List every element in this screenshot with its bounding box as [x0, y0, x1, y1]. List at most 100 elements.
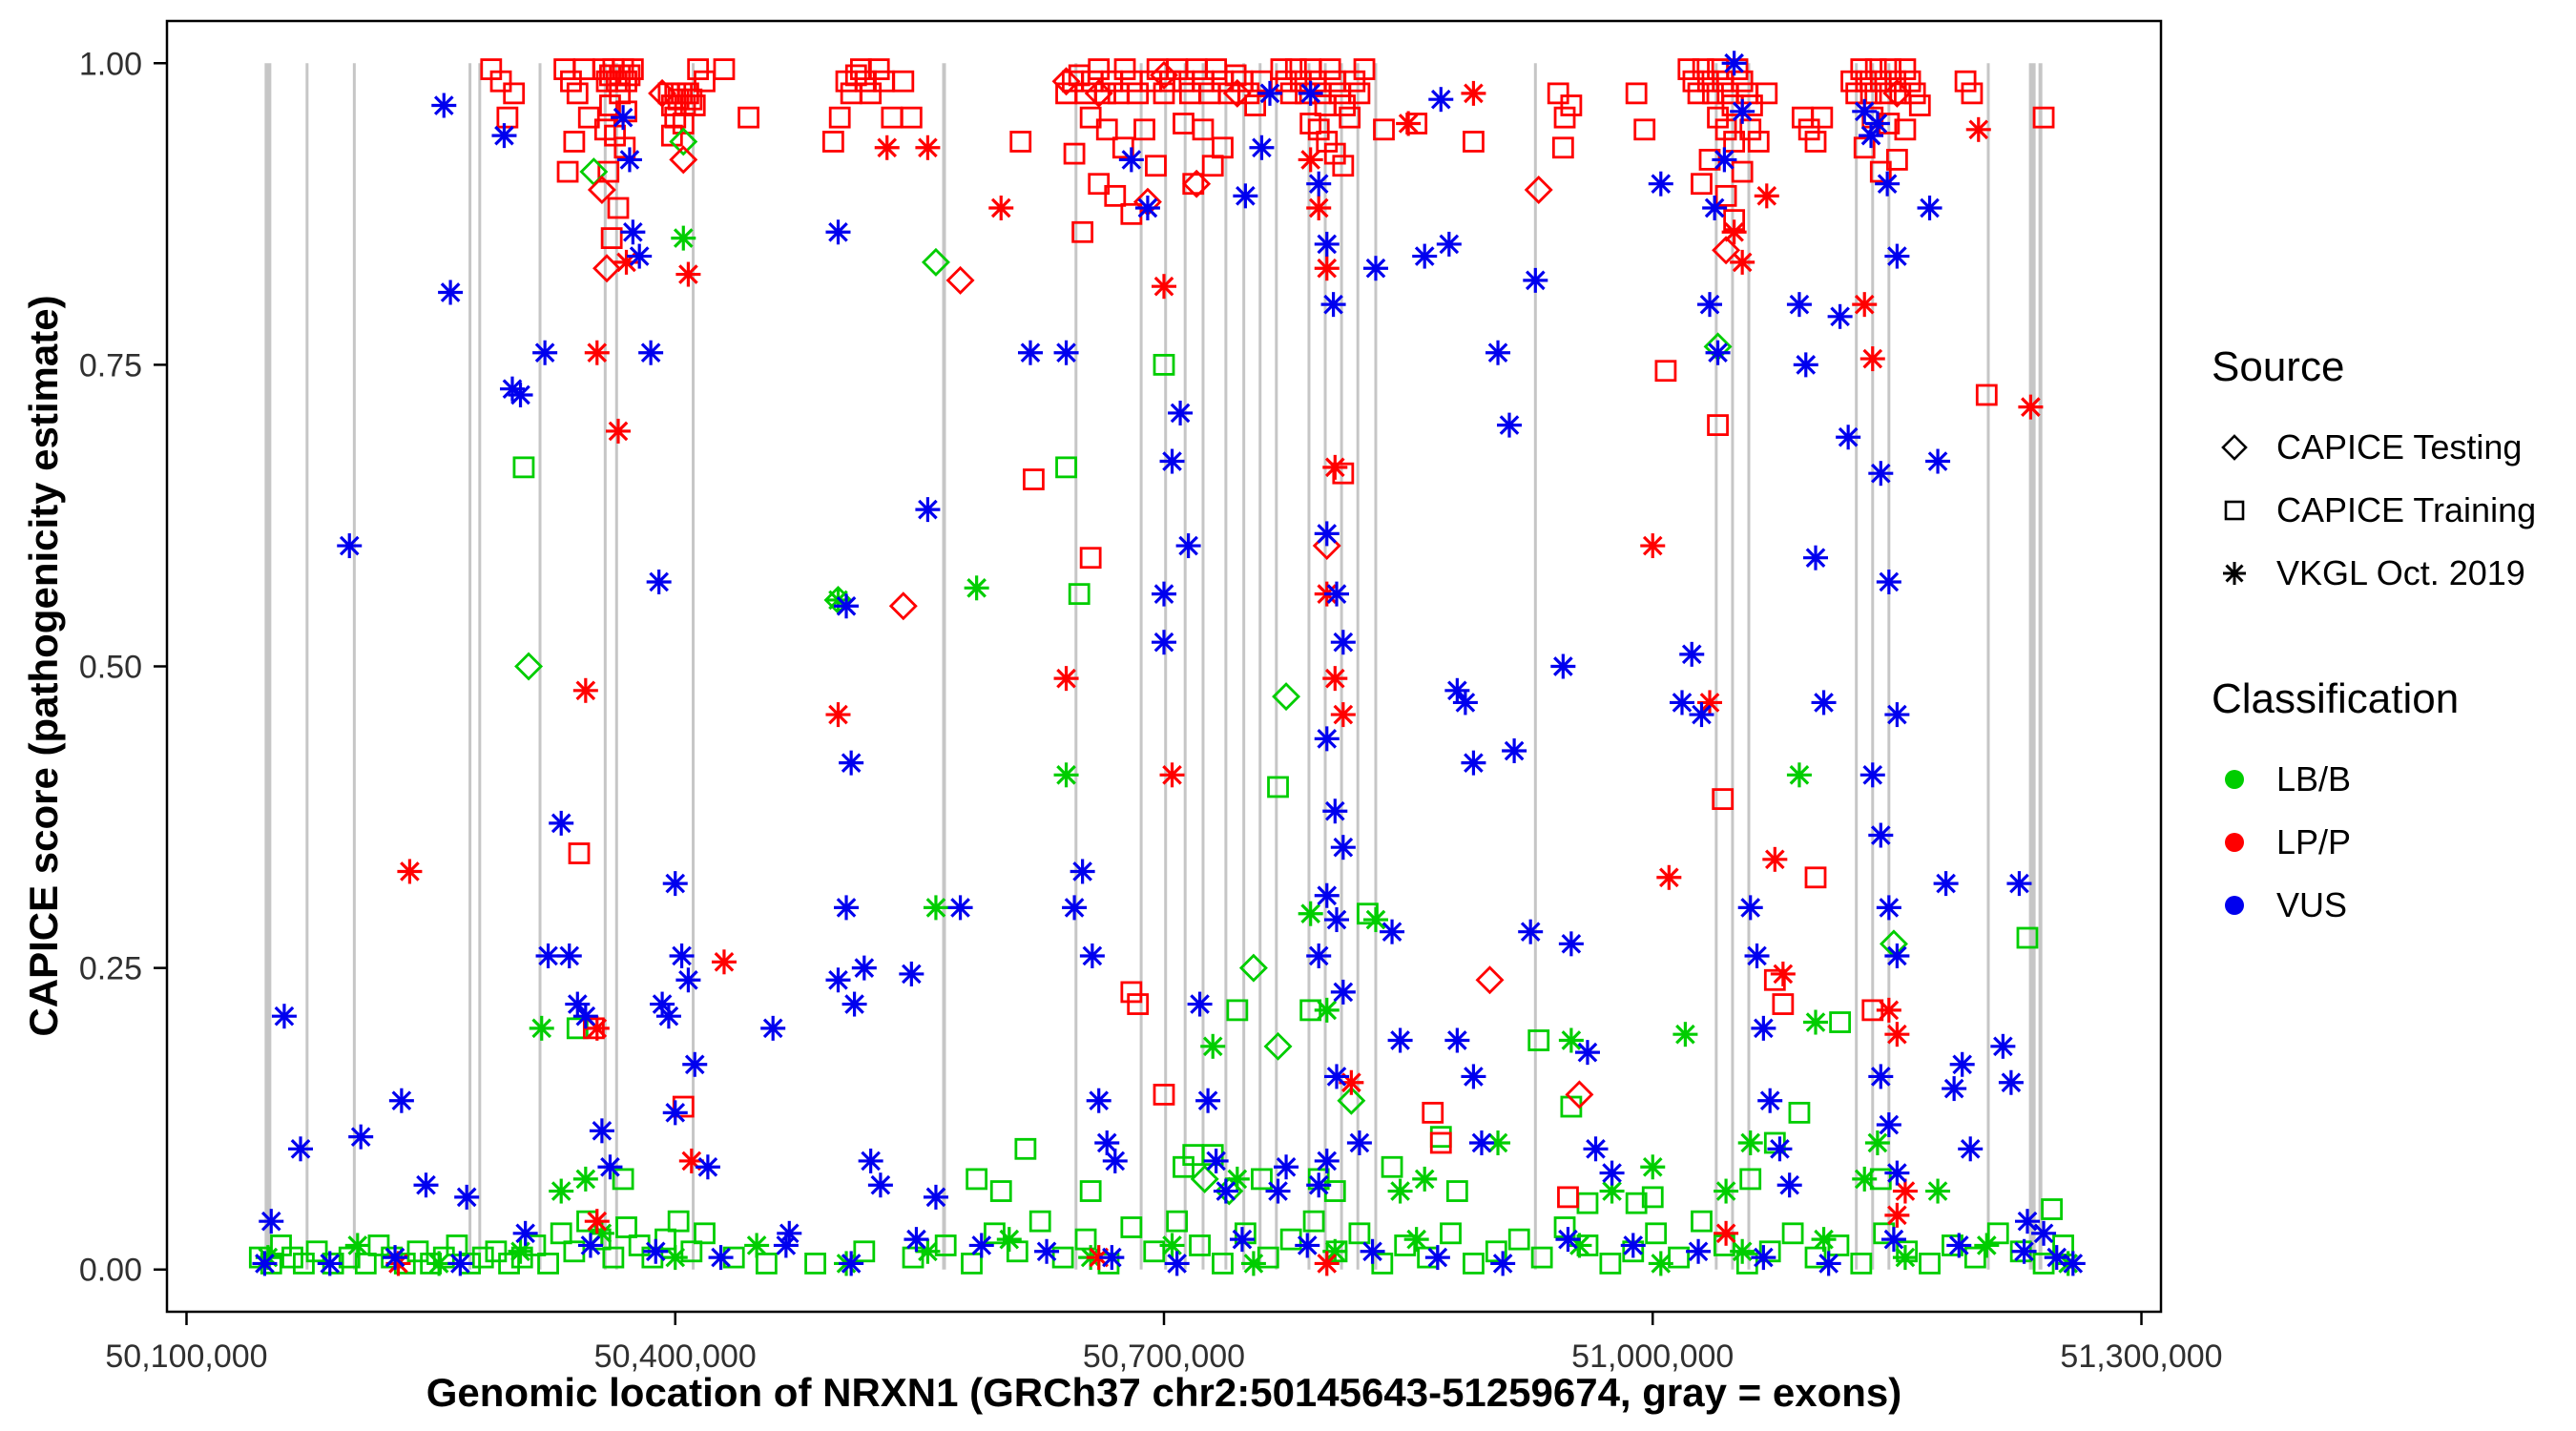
- marker-square: [1986, 1222, 2009, 1245]
- marker-asterisk: [1854, 1169, 1875, 1190]
- y-axis-title: CAPICE score (pathogenicity estimate): [21, 295, 66, 1037]
- marker-asterisk: [1365, 258, 1386, 279]
- marker-square: [1677, 58, 1700, 80]
- marker-asterisk: [587, 1018, 608, 1039]
- marker-asterisk: [2009, 873, 2029, 894]
- marker-square: [1599, 1253, 1622, 1275]
- marker-square: [1104, 184, 1127, 207]
- marker-square: [597, 160, 620, 183]
- marker-diamond: [1084, 78, 1113, 108]
- legend-item-vus: VUS: [2212, 874, 2574, 937]
- marker-square: [1954, 70, 1977, 93]
- marker-square: [446, 1234, 468, 1256]
- marker-asterisk: [1870, 1067, 1891, 1087]
- marker-asterisk: [1724, 52, 1744, 73]
- marker-square: [1692, 58, 1714, 80]
- marker-diamond: [1263, 1031, 1293, 1061]
- marker-square: [1299, 113, 1322, 135]
- marker-asterisk: [1333, 837, 1354, 858]
- marker-asterisk: [870, 1174, 891, 1195]
- marker-asterisk: [1492, 1254, 1513, 1274]
- marker-square: [1284, 58, 1307, 80]
- x-tick-label: 51,300,000: [2060, 1338, 2222, 1375]
- marker-diamond: [1475, 965, 1505, 995]
- legend-classification-items: LB/B LP/P VUS: [2212, 748, 2574, 937]
- legend-item-testing-label: CAPICE Testing: [2276, 427, 2523, 467]
- marker-square: [607, 197, 630, 219]
- marker-diamond: [1272, 682, 1301, 712]
- marker-asterisk: [494, 125, 514, 146]
- marker-asterisk: [673, 228, 694, 248]
- marker-asterisk: [1976, 1235, 1997, 1255]
- marker-asterisk: [649, 571, 669, 592]
- marker-asterisk: [1089, 1090, 1110, 1111]
- marker-square: [1348, 1222, 1371, 1245]
- marker-square: [503, 82, 526, 105]
- marker-asterisk: [1102, 1247, 1122, 1268]
- marker-square: [1772, 993, 1795, 1015]
- diamond-legend-icon: [2221, 434, 2248, 461]
- marker-asterisk: [629, 246, 650, 266]
- marker-asterisk: [861, 1151, 881, 1172]
- marker-square: [1633, 118, 1656, 141]
- marker-asterisk: [1577, 1042, 1598, 1063]
- marker-square: [496, 106, 519, 129]
- marker-asterisk: [1870, 825, 1891, 845]
- x-axis-title: Genomic location of NRXN1 (GRCh37 chr2:5…: [426, 1370, 1902, 1415]
- marker-asterisk: [1602, 1181, 1622, 1201]
- marker-asterisk: [274, 1006, 295, 1027]
- marker-asterisk: [1732, 252, 1753, 273]
- marker-asterisk: [2017, 1211, 2038, 1232]
- marker-asterisk: [1952, 1054, 1973, 1075]
- marker-asterisk: [1805, 1012, 1826, 1032]
- marker-asterisk: [1170, 403, 1191, 424]
- marker-square: [1394, 1234, 1417, 1256]
- marker-asterisk: [1936, 873, 1956, 894]
- marker-square: [1212, 1253, 1234, 1275]
- marker-asterisk: [1887, 246, 1907, 266]
- marker-asterisk: [1064, 898, 1085, 918]
- marker-square: [1864, 58, 1887, 80]
- legend-item-training: CAPICE Training: [2212, 479, 2574, 542]
- marker-asterisk: [1308, 945, 1329, 966]
- marker-asterisk: [918, 499, 938, 520]
- marker-asterisk: [1447, 1030, 1467, 1050]
- marker-square: [1095, 118, 1118, 141]
- marker-asterisk: [1602, 1163, 1622, 1183]
- marker-asterisk: [1789, 294, 1810, 315]
- marker-asterisk: [1268, 1181, 1288, 1201]
- marker-asterisk: [1056, 764, 1076, 785]
- marker-asterisk: [1943, 1078, 1964, 1099]
- marker-square: [1224, 64, 1247, 87]
- marker-asterisk: [531, 1018, 552, 1039]
- marker-asterisk: [1773, 964, 1794, 985]
- marker-asterisk: [1759, 1090, 1780, 1111]
- marker-square: [1527, 1029, 1550, 1051]
- marker-square: [613, 136, 636, 159]
- marker-asterisk: [841, 753, 862, 773]
- marker-square: [1088, 173, 1111, 196]
- marker-asterisk: [1520, 922, 1541, 943]
- marker-asterisk: [320, 1254, 341, 1274]
- marker-square: [1804, 866, 1827, 889]
- marker-asterisk: [1814, 693, 1834, 713]
- marker-asterisk: [515, 1223, 535, 1244]
- marker-asterisk: [1740, 898, 1761, 918]
- marker-asterisk: [551, 813, 571, 834]
- marker-asterisk: [1317, 729, 1338, 749]
- marker-square: [828, 106, 851, 129]
- marker-square: [550, 1222, 572, 1245]
- marker-asterisk: [1642, 1156, 1663, 1177]
- marker-asterisk: [1096, 1132, 1117, 1153]
- marker-asterisk: [1056, 668, 1076, 689]
- marker-asterisk: [828, 221, 848, 242]
- marker-asterisk: [854, 958, 875, 978]
- marker-asterisk: [1659, 867, 1679, 888]
- marker-diamond: [1238, 953, 1268, 983]
- marker-square: [1143, 1240, 1166, 1263]
- marker-square: [1244, 94, 1267, 116]
- marker-asterisk: [1651, 174, 1672, 195]
- marker-asterisk: [950, 898, 970, 918]
